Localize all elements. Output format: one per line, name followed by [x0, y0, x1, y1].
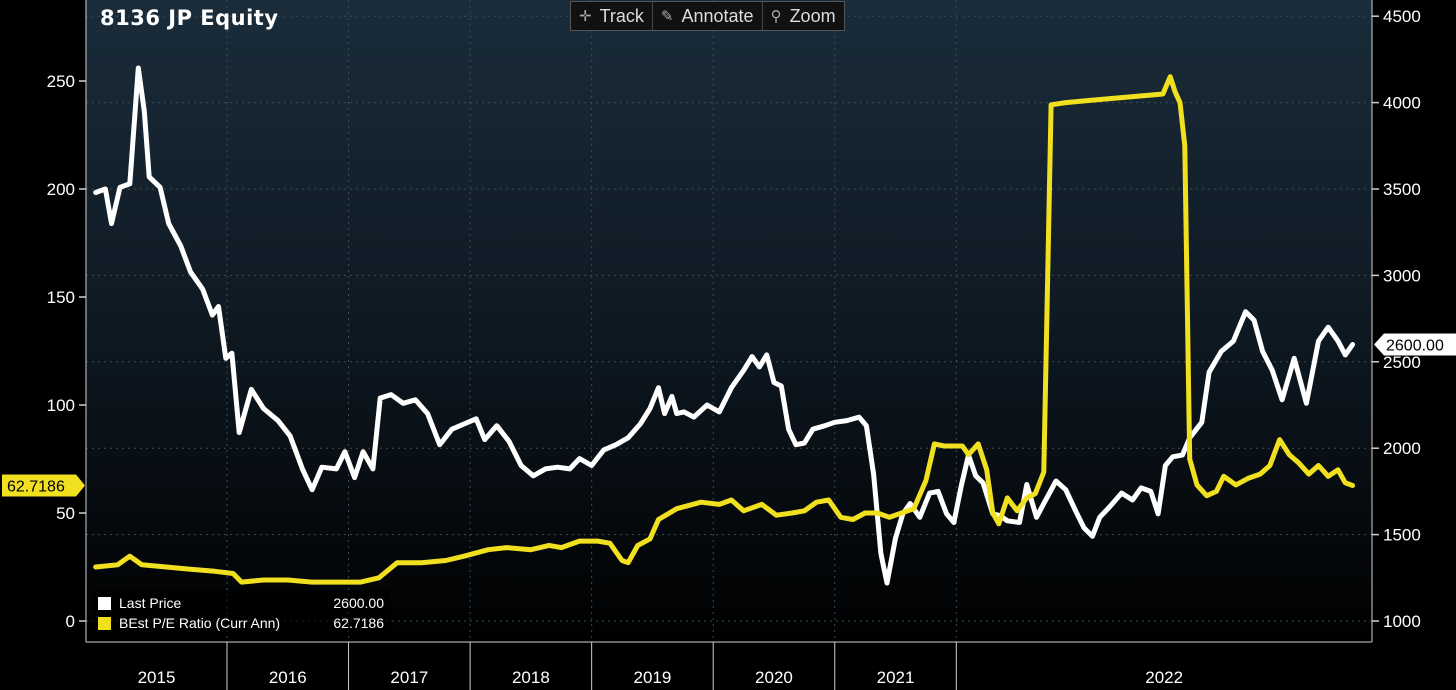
pe-ratio-line	[93, 74, 1356, 585]
legend-swatch	[98, 596, 111, 610]
chart-legend: Last Price 2600.00 BEst P/E Ratio (Curr …	[92, 590, 390, 636]
legend-item-last-price: Last Price 2600.00	[98, 593, 384, 613]
annotate-label: Annotate	[681, 5, 754, 26]
left-tick-label: 200	[47, 180, 75, 199]
left-tick-label: 100	[47, 396, 75, 415]
right-tick-label: 3500	[1383, 180, 1421, 199]
year-label: 2018	[512, 668, 550, 687]
legend-value: 2600.00	[333, 595, 384, 611]
right-tick-label: 4000	[1383, 94, 1421, 113]
zoom-label: Zoom	[789, 5, 836, 26]
right-tick-label: 4500	[1383, 7, 1421, 26]
pencil-icon: ✎	[660, 8, 674, 25]
year-label: 2019	[634, 668, 672, 687]
year-label: 2021	[877, 668, 915, 687]
magnifier-icon: ⚲	[770, 8, 782, 25]
year-label: 2022	[1145, 668, 1183, 687]
last-price-line	[93, 65, 1356, 586]
left-tick-label: 250	[47, 72, 75, 91]
left-tick-label: 150	[47, 288, 75, 307]
pe-ratio-tag	[2, 474, 85, 497]
track-label: Track	[599, 5, 644, 26]
legend-item-pe-ratio: BEst P/E Ratio (Curr Ann) 62.7186	[98, 613, 384, 633]
right-tick-label: 3000	[1383, 266, 1421, 285]
right-tick-label: 2500	[1383, 353, 1421, 372]
chart-toolbar: ✛ Track ✎ Annotate ⚲ Zoom	[570, 1, 845, 31]
annotate-button[interactable]: ✎ Annotate	[653, 2, 763, 30]
right-tick-label: 1500	[1383, 526, 1421, 545]
year-label: 2020	[755, 668, 793, 687]
right-axis: 1000 1500 2000 2500 3000 3500 4000 4500	[1372, 7, 1421, 631]
right-tick-label: 2000	[1383, 439, 1421, 458]
year-label: 2016	[269, 668, 307, 687]
legend-value: 62.7186	[333, 615, 384, 631]
left-tick-label: 50	[56, 504, 75, 523]
legend-label: Last Price	[119, 595, 182, 611]
pe-ratio-tag-label: 62.7186	[7, 479, 65, 496]
year-label: 2015	[138, 668, 176, 687]
left-axis: 0 50 100 150 200 250	[47, 72, 86, 631]
chart-title: 8136 JP Equity	[100, 6, 279, 30]
right-tick-label: 1000	[1383, 612, 1421, 631]
last-price-tag	[1374, 333, 1456, 356]
crosshair-icon: ✛	[579, 8, 592, 25]
x-axis: 2015 2016 2017 2018 2019 2020 2021 2022	[138, 642, 1183, 690]
last-price-tag-label: 2600.00	[1386, 338, 1444, 355]
year-label: 2017	[390, 668, 428, 687]
zoom-button[interactable]: ⚲ Zoom	[763, 2, 844, 30]
legend-label: BEst P/E Ratio (Curr Ann)	[119, 615, 281, 631]
track-button[interactable]: ✛ Track	[571, 2, 653, 30]
left-tick-label: 0	[66, 612, 75, 631]
legend-swatch	[98, 616, 111, 630]
